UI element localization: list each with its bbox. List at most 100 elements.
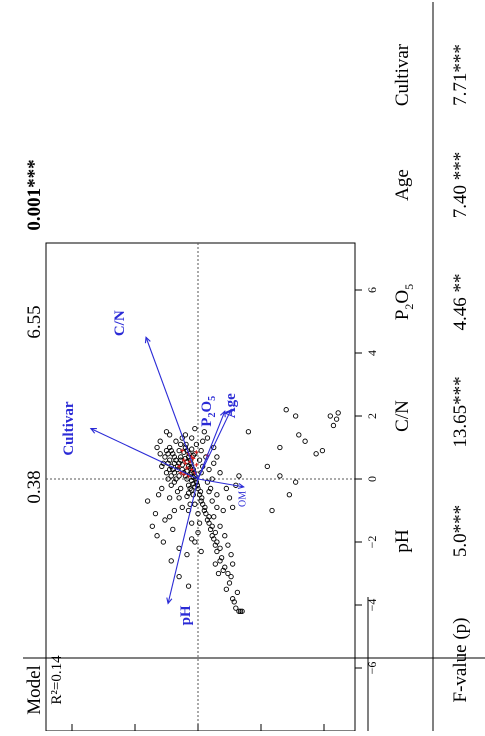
data-point <box>214 548 220 555</box>
fvalue-p2o5: 4.46 ** <box>450 274 471 331</box>
vector-arrowhead-age <box>226 408 232 416</box>
model-label: Model <box>24 665 45 715</box>
vector-p2o5 <box>197 411 226 480</box>
r2-annotation: R²=0.14 <box>49 655 65 705</box>
header-ph: pH <box>392 529 413 553</box>
vector-cultivar <box>90 428 199 480</box>
data-point <box>236 608 242 614</box>
fvalue-ph: 5.0*** <box>450 505 471 557</box>
data-point <box>214 539 220 545</box>
data-point <box>196 520 203 526</box>
data-point <box>162 454 168 460</box>
data-point <box>189 446 195 452</box>
data-point <box>217 545 223 551</box>
data-point <box>157 438 163 444</box>
data-point <box>168 463 174 470</box>
data-point <box>196 457 203 463</box>
vector-label-age: Age <box>223 393 239 418</box>
data-point <box>333 416 340 422</box>
data-point <box>168 558 174 564</box>
vector-arrowhead-om <box>237 482 245 490</box>
header-p2o5: P2O5 <box>392 284 416 320</box>
data-point <box>220 507 226 514</box>
data-point <box>229 596 236 602</box>
data-point <box>155 492 162 498</box>
data-point <box>184 551 190 558</box>
data-point <box>176 473 182 479</box>
data-point <box>185 463 192 470</box>
data-point <box>277 444 283 451</box>
data-point <box>211 460 217 466</box>
data-point <box>229 504 236 510</box>
data-point <box>222 564 228 570</box>
fvalue-cultivar: 7.71*** <box>450 44 471 106</box>
model-stat-f: 6.55 <box>24 305 45 338</box>
data-point <box>168 473 174 479</box>
data-point <box>292 413 299 419</box>
data-point <box>228 574 234 580</box>
data-point <box>237 608 244 614</box>
data-point <box>217 523 223 529</box>
data-point <box>212 561 218 567</box>
data-point <box>214 504 220 510</box>
data-point <box>192 501 198 507</box>
vector-arrowhead-cultivar <box>89 427 97 434</box>
data-point <box>152 511 159 517</box>
data-point <box>195 529 201 536</box>
data-point <box>223 586 230 592</box>
data-point <box>214 454 220 460</box>
data-point <box>163 429 170 435</box>
data-point <box>296 432 302 438</box>
data-point <box>184 476 190 482</box>
data-point <box>179 462 185 468</box>
data-point <box>211 514 217 520</box>
data-point <box>233 605 239 611</box>
x-tick-label-2: 2 <box>365 413 379 419</box>
red-point <box>181 472 186 477</box>
x-tick-label--6: −6 <box>365 662 379 675</box>
data-point <box>171 460 178 466</box>
x-tick-label-6: 6 <box>365 287 379 293</box>
data-point <box>264 463 270 470</box>
data-point <box>228 551 234 558</box>
vector-c/n <box>145 337 199 480</box>
data-point <box>225 570 231 577</box>
data-point <box>212 529 218 536</box>
points-layer <box>144 407 341 614</box>
red-point <box>184 465 189 470</box>
x-tick-label--4: −4 <box>365 599 379 612</box>
data-point <box>179 504 185 510</box>
data-point <box>166 457 173 463</box>
data-point <box>215 570 222 577</box>
data-point <box>149 523 155 529</box>
data-point <box>198 498 204 504</box>
fvalue-label: F-value (p) <box>450 618 471 703</box>
data-point <box>163 470 170 476</box>
data-point <box>302 438 308 444</box>
vector-label-om: OM <box>238 491 249 507</box>
data-point <box>236 473 242 479</box>
data-point <box>196 492 203 498</box>
red-point <box>183 461 188 466</box>
data-point <box>178 454 184 460</box>
vector-label-p2o5: P2O5 <box>199 396 218 427</box>
red-point <box>189 467 194 472</box>
red-point <box>180 448 185 453</box>
red-point <box>194 462 199 467</box>
data-point <box>189 536 195 542</box>
header-age: Age <box>392 169 413 201</box>
data-point <box>181 449 187 455</box>
data-point <box>192 539 198 545</box>
data-point <box>199 495 205 501</box>
header-cn: C/N <box>392 400 413 432</box>
data-point <box>187 485 193 492</box>
data-point <box>154 444 160 451</box>
data-point <box>195 511 201 517</box>
data-point <box>201 507 207 514</box>
vector-label-cultivar: Cultivar <box>61 401 77 456</box>
data-point <box>184 493 190 499</box>
data-point <box>165 476 171 482</box>
data-point <box>198 447 204 454</box>
data-point <box>198 548 204 555</box>
